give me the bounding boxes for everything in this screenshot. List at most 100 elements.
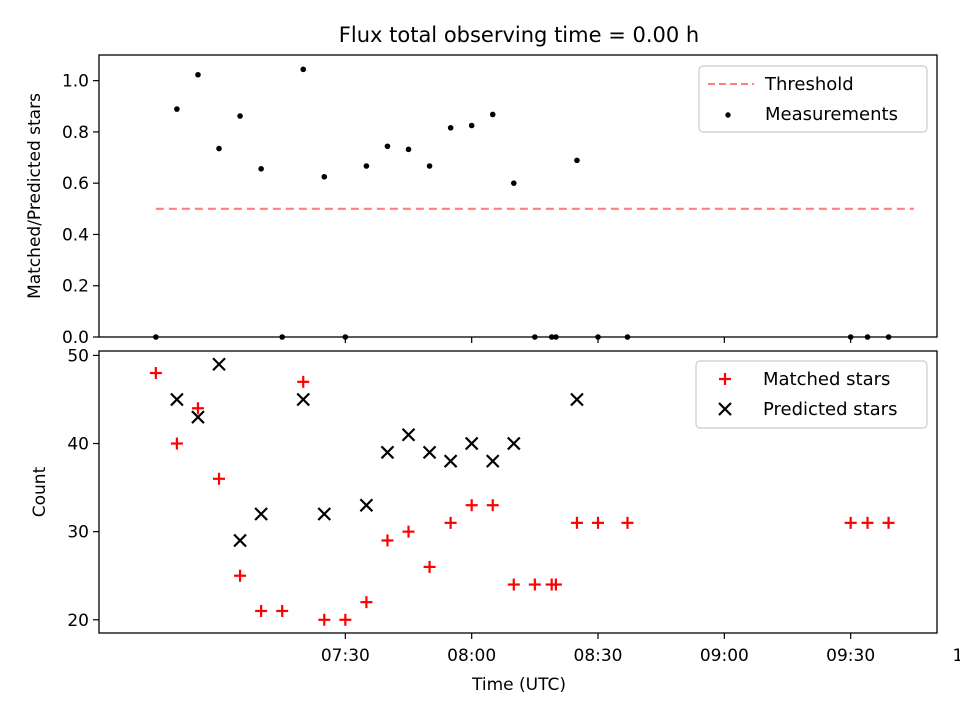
predicted-star-point [401, 427, 416, 442]
bottom-legend-box [695, 360, 928, 429]
matched-star-point [402, 525, 415, 538]
predicted-star-point [485, 454, 500, 468]
predicted-star-point [380, 445, 395, 460]
predicted-star-point [359, 498, 374, 512]
predicted-star-point [464, 436, 479, 451]
top-y-tick-label: 0.4 [62, 225, 89, 245]
measurement-point [447, 125, 454, 131]
measurement-point [174, 106, 180, 112]
bottom-y-ticks: 20 30 40 50 [67, 346, 99, 631]
legend-predicted-swatch [718, 402, 732, 416]
top-legend-box [698, 65, 928, 133]
matched-star-point [360, 596, 373, 609]
predicted-star-point [422, 445, 437, 460]
predicted-star-point [191, 410, 205, 424]
matched-star-point [381, 534, 394, 547]
measurement-point [363, 163, 370, 169]
measurement-point [342, 334, 349, 340]
predicted-star-point [233, 533, 247, 548]
legend-measurements-swatch [725, 112, 731, 118]
measurement-point [426, 163, 433, 169]
matched-star-point [465, 499, 478, 512]
matched-star-point [621, 516, 634, 529]
measurement-point [532, 334, 538, 340]
measurement-point [553, 334, 559, 340]
measurement-point [237, 113, 243, 119]
measurement-point [885, 334, 892, 340]
bottom-axes-frame [98, 350, 938, 634]
matched-star-point [255, 604, 268, 617]
measurement-point [153, 334, 159, 340]
top-axes-frame [98, 54, 938, 338]
matched-star-point [528, 578, 541, 591]
measurement-point [321, 173, 328, 180]
matched-star-point [861, 516, 874, 529]
measurement-point [468, 122, 475, 129]
top-y-tick-label: 0.0 [62, 328, 89, 348]
legend-measurements-label: Measurements [765, 104, 898, 125]
matched-star-point [339, 613, 352, 626]
bottom-marks [149, 357, 895, 626]
measurement-point [624, 334, 631, 340]
measurement-point [405, 146, 412, 153]
predicted-star-point [443, 454, 458, 468]
matched-star-point [191, 402, 204, 415]
top-y-axis-label: Matched/Predicted stars [25, 93, 45, 299]
measurement-point [510, 180, 517, 186]
measurement-point [300, 66, 307, 73]
matched-star-point [882, 516, 895, 529]
figure-title: Flux total observing time = 0.00 h [339, 23, 699, 47]
predicted-star-point [212, 357, 226, 371]
bottom-y-tick-label: 40 [67, 435, 89, 455]
matched-star-point [276, 604, 289, 617]
measurement-point [864, 334, 871, 340]
bottom-x-ticks: 07:30 08:00 08:30 09:00 09:30 10:00 [321, 633, 960, 666]
top-panel: 0.0 0.2 0.4 0.6 0.8 1.0 Matched/Predicted sta… [25, 54, 938, 348]
measurement-point [384, 143, 391, 150]
bottom-y-axis-label: Count [30, 466, 50, 517]
predicted-star-point [570, 392, 584, 407]
predicted-star-point [317, 507, 332, 521]
legend-matched-label: Matched stars [763, 369, 890, 390]
bottom-x-tick-label: 07:30 [321, 646, 370, 666]
top-y-tick-label: 0.6 [62, 174, 89, 194]
measurement-point [216, 145, 222, 152]
matched-star-point [234, 569, 247, 582]
matched-star-point [213, 472, 226, 485]
measurement-point [847, 334, 854, 340]
bottom-x-tick-label: 10:00 [953, 646, 960, 666]
bottom-y-tick-label: 50 [67, 346, 89, 366]
legend-matched-swatch [719, 373, 731, 385]
measurement-point [279, 334, 285, 340]
predicted-star-point [170, 392, 184, 407]
top-legend: Threshold Measurements [698, 65, 928, 133]
x-axis-label: Time (UTC) [471, 675, 566, 695]
matched-star-point [149, 367, 162, 380]
predicted-star-point [254, 507, 268, 521]
bottom-legend: Matched stars Predicted stars [695, 360, 928, 429]
top-y-tick-label: 0.8 [62, 123, 89, 143]
top-y-tick-label: 1.0 [62, 72, 89, 92]
legend-predicted-label: Predicted stars [763, 399, 897, 420]
matched-star-point [318, 613, 331, 626]
matched-star-point [444, 516, 457, 529]
matched-star-point [297, 375, 310, 388]
measurement-point [595, 334, 601, 340]
matched-star-point [486, 499, 499, 512]
matched-star-point [423, 560, 436, 573]
top-y-ticks: 0.0 0.2 0.4 0.6 0.8 1.0 [62, 72, 852, 348]
predicted-star-point [507, 436, 521, 451]
bottom-x-tick-label: 09:30 [826, 646, 875, 666]
matched-star-point [592, 516, 605, 529]
measurement-point [258, 166, 264, 172]
matched-star-point [844, 516, 857, 529]
bottom-x-tick-label: 09:00 [700, 646, 749, 666]
bottom-x-tick-label: 08:30 [574, 646, 623, 666]
bottom-x-tick-label: 08:00 [447, 646, 496, 666]
top-y-tick-label: 0.2 [62, 277, 89, 297]
matched-star-point [507, 578, 520, 591]
legend-threshold-label: Threshold [764, 74, 854, 95]
measurement-point [489, 111, 496, 118]
top-marks [153, 66, 914, 340]
